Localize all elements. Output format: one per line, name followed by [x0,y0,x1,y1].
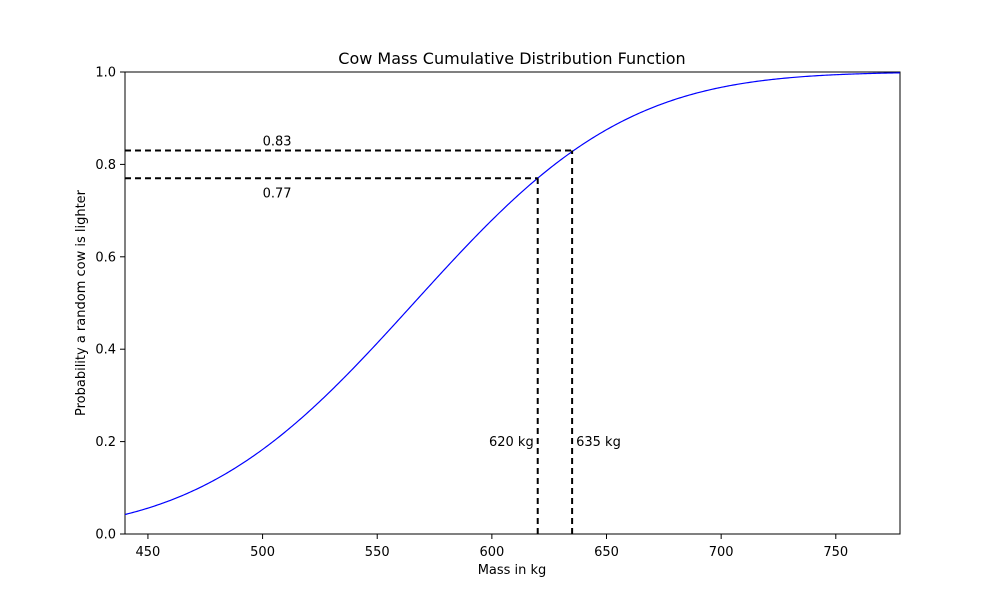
reference-y-label: 0.83 [263,135,292,150]
reference-lines: 620 kg 0.77 635 kg 0.83 [125,135,621,534]
x-tick-label: 650 [594,545,619,560]
x-axis-ticks: 450 500 550 600 650 700 750 [136,534,848,560]
x-tick-label: 700 [709,545,734,560]
x-axis-label: Mass in kg [478,563,547,578]
y-tick-label: 0.4 [95,343,116,358]
chart-title: Cow Mass Cumulative Distribution Functio… [338,49,685,68]
y-tick-label: 0.8 [95,158,116,173]
y-axis-ticks: 0.0 0.2 0.4 0.6 0.8 1.0 [95,66,125,543]
y-axis-label: Probability a random cow is lighter [74,189,89,416]
reference-x-label: 635 kg [576,435,621,450]
x-tick-label: 550 [365,545,390,560]
series-layer [124,72,901,516]
x-tick-label: 500 [250,545,275,560]
plot-frame [124,71,901,535]
x-tick-label: 450 [136,545,161,560]
reference-x-label: 620 kg [489,435,534,450]
reference-y-label: 0.77 [263,186,292,201]
y-tick-label: 0.0 [95,528,116,543]
x-tick-label: 750 [823,545,848,560]
y-tick-label: 0.2 [95,435,116,450]
x-tick-label: 600 [479,545,504,560]
y-tick-label: 1.0 [95,66,116,81]
cdf-series-line [124,72,901,516]
y-tick-label: 0.6 [95,250,116,265]
